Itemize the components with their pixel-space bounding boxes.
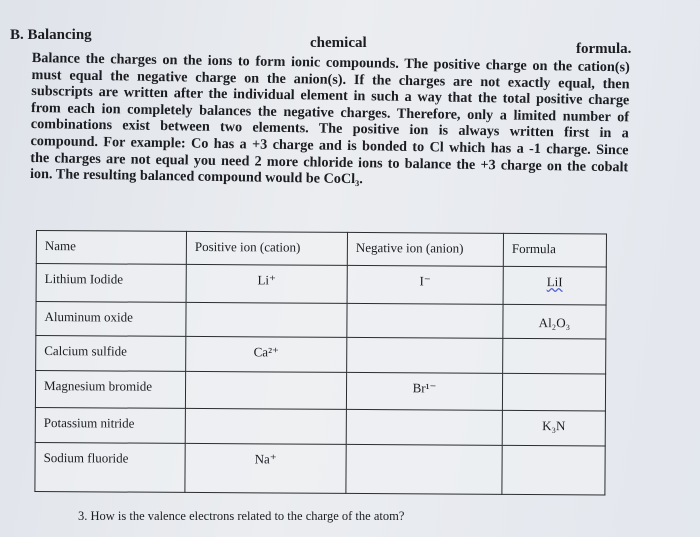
question-3: 3. How is the valence electrons related …: [78, 509, 405, 523]
cell-cation[interactable]: [185, 408, 347, 445]
table-row: Magnesium bromide Br¹⁻: [35, 370, 606, 411]
cell-cation[interactable]: Ca²⁺: [185, 336, 347, 373]
table-row: Potassium nitride K₃N: [35, 407, 606, 446]
header-name: Name: [36, 230, 187, 265]
cell-cation[interactable]: Li⁺: [186, 264, 348, 304]
cell-cation[interactable]: Na⁺: [184, 443, 347, 494]
cell-anion[interactable]: [346, 409, 503, 446]
cell-name: Potassium nitride: [35, 407, 186, 444]
table-row: Calcium sulfide Ca²⁺: [35, 335, 606, 374]
header-cation: Positive ion (cation): [186, 231, 348, 266]
instructions-paragraph: Balance the charges on the ions to form …: [30, 50, 630, 192]
heading-left: B. Balancing: [10, 27, 92, 43]
header-formula: Formula: [503, 233, 607, 267]
cell-cation[interactable]: [185, 371, 347, 410]
cell-formula[interactable]: [502, 373, 606, 411]
cell-formula[interactable]: [502, 338, 606, 374]
table-row: Lithium Iodide Li⁺ I⁻ LiI: [36, 263, 607, 305]
heading-middle: chemical: [310, 35, 367, 51]
cell-anion[interactable]: [345, 444, 503, 495]
table-header-row: Name Positive ion (cation) Negative ion …: [36, 230, 607, 267]
cell-name: Aluminum oxide: [35, 301, 187, 337]
ionic-compounds-table: Name Positive ion (cation) Negative ion …: [34, 230, 607, 496]
cell-formula[interactable]: [501, 445, 606, 495]
heading-right: formula.: [576, 41, 632, 57]
cell-anion[interactable]: Br¹⁻: [346, 372, 503, 411]
cell-formula[interactable]: LiI: [503, 266, 607, 305]
table-row: Aluminum oxide Al₂O₃: [35, 301, 607, 339]
cell-name: Calcium sulfide: [35, 335, 186, 372]
cell-name: Magnesium bromide: [35, 370, 186, 409]
header-anion: Negative ion (anion): [347, 232, 504, 267]
cell-anion[interactable]: [346, 337, 503, 374]
formula-text: LiI: [546, 274, 563, 290]
table-row: Sodium fluoride Na⁺: [34, 442, 606, 495]
cell-name: Sodium fluoride: [34, 442, 186, 493]
cell-name: Lithium Iodide: [36, 263, 187, 303]
cell-anion[interactable]: [346, 303, 504, 339]
cell-anion[interactable]: I⁻: [347, 265, 504, 305]
cell-formula[interactable]: K₃N: [502, 410, 606, 446]
cell-cation[interactable]: [185, 302, 348, 338]
cell-formula[interactable]: Al₂O₃: [502, 304, 607, 339]
section-heading: B. Balancing chemical formula.: [10, 27, 635, 57]
